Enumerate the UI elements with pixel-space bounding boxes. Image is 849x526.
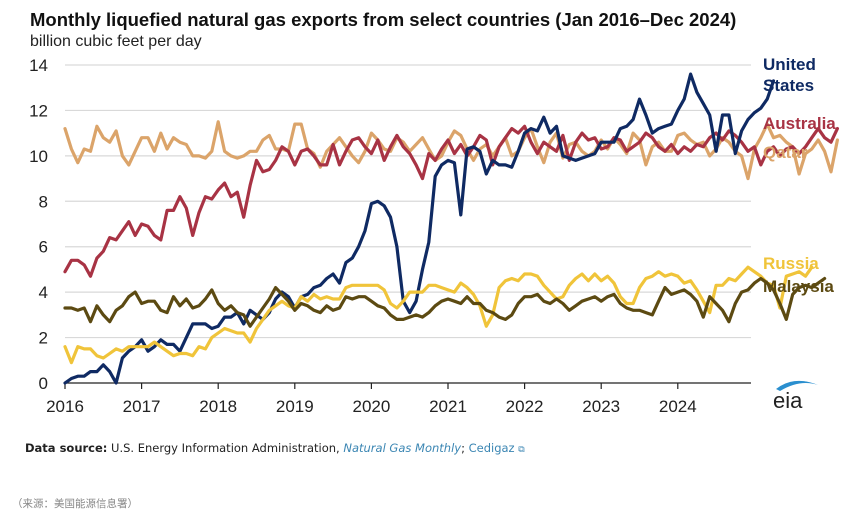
legend-united-states-line1: United <box>763 55 816 74</box>
x-axis-ticks: 2016 2017 2018 2019 2020 2021 2022 2023 2024 <box>46 383 697 416</box>
source-link-cedigaz[interactable]: Cedigaz <box>468 441 515 455</box>
x-tick-label: 2023 <box>582 397 620 416</box>
y-tick-label: 6 <box>39 238 48 257</box>
y-tick-label: 0 <box>39 374 48 393</box>
x-tick-label: 2022 <box>506 397 544 416</box>
source-label: Data source: <box>25 441 108 455</box>
y-tick-label: 12 <box>29 101 48 120</box>
y-tick-label: 2 <box>39 329 48 348</box>
x-tick-label: 2017 <box>123 397 161 416</box>
eia-logo-swoosh <box>776 380 818 391</box>
series-line-australia <box>63 124 840 278</box>
y-axis-unit-label: billion cubic feet per day <box>30 33 202 50</box>
legend-united-states-line2: States <box>763 76 814 95</box>
series-line-russia <box>63 265 814 365</box>
x-tick-label: 2020 <box>352 397 390 416</box>
footer-note: （来源：美国能源信息署） <box>12 498 138 510</box>
x-tick-label: 2021 <box>429 397 467 416</box>
external-link-icon[interactable]: ⧉ <box>518 445 525 455</box>
source-separator: ; <box>461 441 465 455</box>
line-chart: 0 2 4 6 8 10 12 14 2016 2017 2018 2019 2020 2021 2022… <box>29 55 840 416</box>
x-tick-label: 2019 <box>276 397 314 416</box>
y-tick-label: 10 <box>29 147 48 166</box>
legend-qatar: Qatar <box>763 143 808 162</box>
legend-australia: Australia <box>763 114 836 133</box>
data-source: Data source: U.S. Energy Information Adm… <box>25 441 525 455</box>
y-axis-ticks: 0 2 4 6 8 10 12 14 <box>29 56 48 393</box>
source-link-natural-gas-monthly[interactable]: Natural Gas Monthly <box>343 441 462 455</box>
x-tick-label: 2024 <box>659 397 697 416</box>
y-tick-label: 14 <box>29 56 48 75</box>
x-tick-label: 2016 <box>46 397 84 416</box>
y-tick-label: 4 <box>39 283 48 302</box>
legend-malaysia: Malaysia <box>763 277 834 296</box>
eia-logo: eia <box>773 380 818 413</box>
legend: United States Australia Qatar Russia Mal… <box>763 55 836 296</box>
legend-russia: Russia <box>763 254 819 273</box>
eia-logo-text: eia <box>773 388 803 413</box>
y-tick-label: 8 <box>39 192 48 211</box>
chart-title: Monthly liquefied natural gas exports fr… <box>30 9 737 30</box>
series-lines <box>63 72 840 385</box>
series-line-qatar <box>63 120 840 181</box>
series-line-malaysia <box>63 276 827 328</box>
x-tick-label: 2018 <box>199 397 237 416</box>
source-text: U.S. Energy Information Administration, <box>111 441 340 455</box>
series-line-united-states <box>63 72 776 385</box>
